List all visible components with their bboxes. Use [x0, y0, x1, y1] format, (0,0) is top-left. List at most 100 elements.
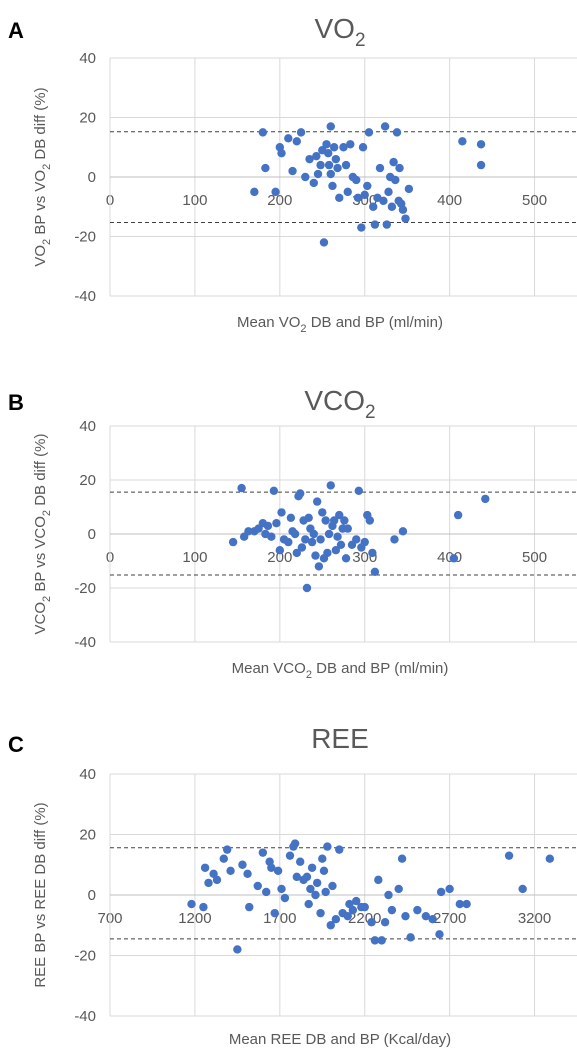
x-tick-label: 500: [522, 549, 547, 566]
data-point: [284, 134, 293, 143]
data-point: [290, 529, 300, 539]
x-tick-label: 100: [182, 549, 207, 566]
y-tick-label: -20: [74, 948, 96, 965]
panel-letter-b: B: [8, 390, 24, 415]
y-axis-label: VCO2 BP vs VCO2 DB diff (%): [32, 434, 53, 635]
data-point: [458, 137, 467, 146]
data-point: [253, 881, 262, 891]
data-point: [445, 884, 454, 894]
data-point: [312, 151, 321, 161]
data-point: [384, 890, 393, 900]
data-point: [358, 143, 368, 152]
data-point: [387, 905, 397, 915]
x-tick-label: 1200: [178, 910, 211, 927]
x-tick-label: 400: [437, 549, 462, 566]
data-point: [367, 918, 376, 927]
data-point: [238, 860, 247, 869]
x-tick-label: 500: [522, 192, 547, 209]
data-point: [272, 519, 281, 528]
x-tick-label: 200: [267, 549, 292, 566]
x-tick-label: 3200: [518, 910, 551, 927]
data-point: [295, 857, 305, 866]
chart-title: VO2: [314, 13, 365, 51]
data-point: [292, 872, 301, 882]
x-tick-label: 2700: [433, 910, 466, 927]
data-point: [286, 513, 296, 522]
data-point: [346, 140, 355, 149]
x-axis-label: Mean REE DB and BP (Kcal/day): [229, 1031, 451, 1048]
data-point: [401, 911, 410, 921]
y-axis-label: REE BP vs REE DB diff (%): [32, 802, 49, 987]
panel-c: C REE -40 -20 0 20 40 700 1200 1700 2200 2700 3200 M…: [0, 710, 577, 1054]
data-point: [398, 527, 408, 536]
data-point: [250, 187, 259, 197]
x-tick-label: 1700: [263, 910, 296, 927]
y-tick-label: 40: [79, 418, 96, 435]
data-point: [329, 516, 339, 525]
data-point: [397, 854, 407, 863]
data-point: [204, 878, 213, 888]
data-point: [244, 527, 253, 536]
y-tick-label: -20: [74, 229, 96, 246]
data-point: [280, 893, 290, 903]
data-point: [390, 535, 399, 544]
data-point: [324, 149, 333, 158]
data-point: [352, 175, 361, 185]
data-point: [270, 908, 279, 918]
data-point: [343, 911, 352, 921]
data-point: [285, 851, 295, 860]
data-point: [357, 223, 366, 232]
y-tick-label: 20: [79, 110, 96, 127]
data-point: [313, 169, 323, 179]
data-point: [455, 899, 465, 909]
data-point: [199, 902, 208, 912]
data-point: [316, 160, 325, 170]
data-point: [389, 157, 398, 167]
data-point: [304, 513, 313, 522]
data-point: [258, 848, 268, 857]
data-point: [302, 872, 312, 882]
data-point: [364, 128, 374, 137]
data-point: [401, 214, 410, 223]
data-point: [222, 845, 232, 854]
data-point: [316, 908, 325, 918]
data-point: [324, 529, 334, 539]
data-point: [328, 881, 337, 891]
y-tick-label: 20: [79, 827, 96, 844]
data-point: [360, 902, 369, 912]
data-point: [363, 181, 372, 191]
data-point: [328, 181, 337, 191]
data-point: [319, 238, 329, 247]
data-point: [296, 128, 306, 137]
data-point: [284, 537, 293, 547]
data-point: [504, 851, 514, 860]
data-point: [545, 854, 555, 863]
data-point: [377, 936, 386, 945]
data-point: [324, 160, 334, 170]
data-point: [269, 486, 279, 495]
data-point: [379, 196, 388, 205]
data-point: [306, 884, 315, 894]
panel-letter-c: C: [8, 732, 24, 757]
data-point: [267, 532, 276, 541]
y-tick-label: -40: [74, 288, 96, 305]
data-point: [261, 163, 270, 173]
data-point: [301, 535, 310, 544]
data-point: [277, 508, 286, 517]
data-point: [187, 899, 196, 909]
panel-b: B VCO2 -40 -20 0 20 40 0 100 200 300 400 500 Mean VC…: [0, 360, 577, 700]
data-point: [307, 863, 317, 872]
data-point: [352, 535, 361, 544]
y-tick-label: 40: [79, 50, 96, 67]
y-tick-label: -40: [74, 1008, 96, 1025]
data-point: [295, 489, 305, 498]
data-point: [368, 548, 377, 558]
data-point: [333, 163, 342, 173]
chart-title: REE: [311, 723, 369, 754]
data-point: [233, 945, 242, 954]
data-point: [277, 884, 286, 894]
data-point: [319, 866, 329, 875]
data-point: [267, 863, 276, 872]
y-tick-label: -40: [74, 634, 96, 651]
